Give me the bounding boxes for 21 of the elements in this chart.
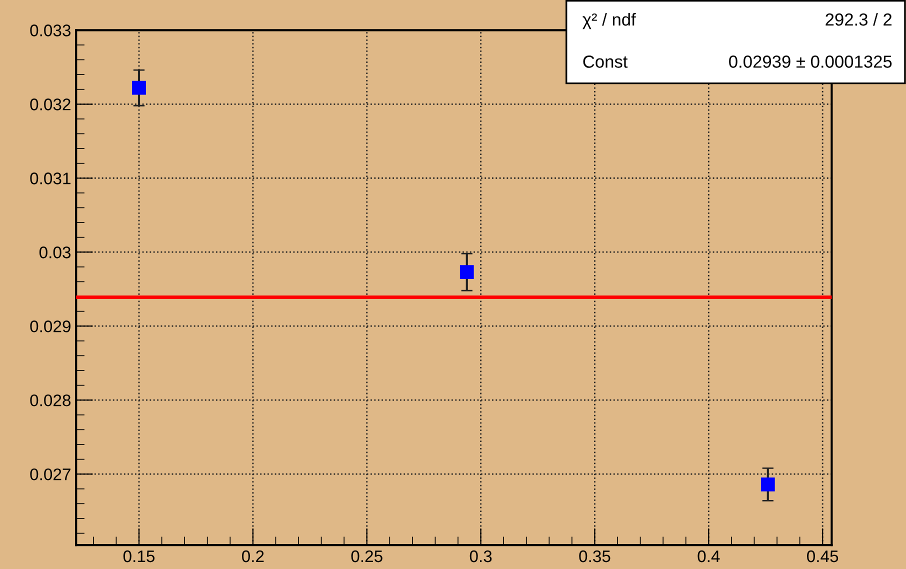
y-tick-label: 0.029 <box>30 320 70 332</box>
y-tick-label: 0.028 <box>30 394 71 406</box>
y-tick-label: 0.032 <box>30 98 70 110</box>
annotation: Const <box>583 56 628 68</box>
x-tick-label: 0.25 <box>351 550 382 562</box>
x-tick-label: 0.4 <box>698 550 720 562</box>
y-tick-label: 0.033 <box>30 24 71 36</box>
point <box>760 477 775 492</box>
y-tick-label: 0.031 <box>30 172 70 184</box>
text: 292.3 / 2 <box>826 12 892 26</box>
x-tick-label: 0.15 <box>123 550 155 562</box>
point <box>132 80 146 95</box>
x-tick-label: 0.3 <box>470 550 492 562</box>
x-tick-label: 0.2 <box>242 550 264 562</box>
annotation: 0.02939 ± 0.0001325 <box>729 56 892 68</box>
x-tick-label: 0.45 <box>807 550 838 562</box>
y-tick-label: 0.03 <box>39 246 71 258</box>
x-tick-label: 0.35 <box>579 550 610 562</box>
y-tick-label: 0.027 <box>30 468 70 480</box>
point <box>460 265 474 280</box>
text: χ² / ndf <box>582 12 636 30</box>
